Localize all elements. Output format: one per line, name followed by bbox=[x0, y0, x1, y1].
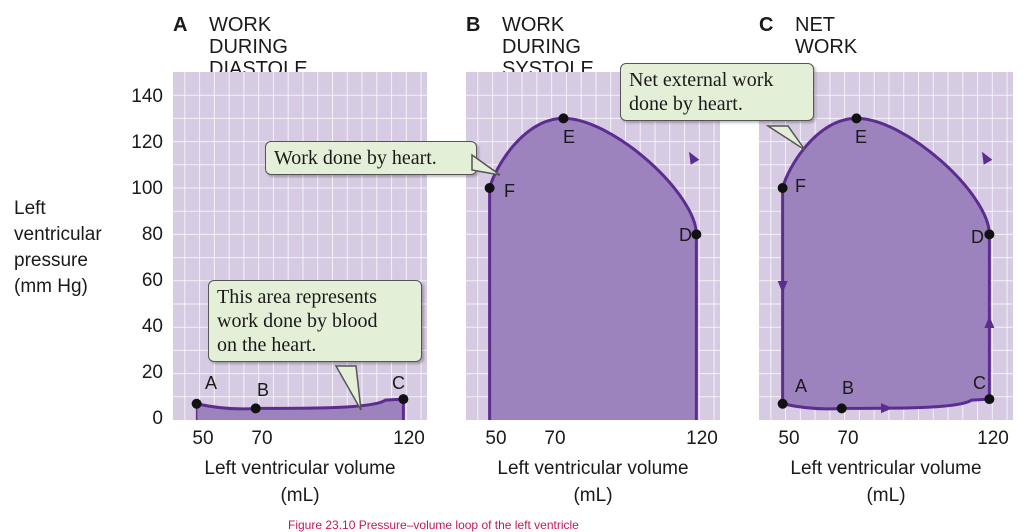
point-a bbox=[191, 398, 202, 409]
x-tick: 50 bbox=[778, 428, 800, 449]
point-label-e: E bbox=[855, 127, 868, 147]
y-tick: 20 bbox=[141, 362, 163, 383]
x-tick: 70 bbox=[544, 428, 566, 449]
point-label-c: C bbox=[973, 373, 986, 393]
y-tick: 0 bbox=[152, 408, 163, 429]
net-arrow-left bbox=[777, 281, 788, 293]
y-tick: 40 bbox=[141, 316, 163, 337]
point-label-c: C bbox=[392, 373, 405, 393]
x-axis-label: Left ventricular volume (mL) bbox=[204, 458, 396, 506]
callout-net: Net external work done by heart. bbox=[620, 63, 814, 121]
y-tick: 60 bbox=[141, 270, 163, 291]
point-label-b: B bbox=[842, 378, 855, 398]
plot-diastole-svg bbox=[173, 72, 427, 420]
point-label-d: D bbox=[971, 227, 984, 247]
x-tick: 50 bbox=[192, 428, 214, 449]
point-e bbox=[558, 113, 569, 124]
point-label-a: A bbox=[795, 376, 808, 396]
panel-title-a-text: WORK DURING DIASTOLE bbox=[209, 14, 308, 80]
point-c bbox=[984, 394, 995, 405]
y-tick: 140 bbox=[131, 86, 163, 107]
panel-letter-a: A bbox=[173, 14, 188, 36]
plot-net-work-svg bbox=[759, 72, 1013, 420]
systole-curve bbox=[488, 116, 698, 420]
point-label-e: E bbox=[563, 127, 576, 147]
y-axis-label: Left ventricular pressure (mm Hg) bbox=[14, 198, 102, 297]
y-tick: 80 bbox=[141, 224, 163, 245]
point-e bbox=[851, 113, 862, 124]
point-label-f: F bbox=[504, 181, 515, 201]
point-d bbox=[984, 229, 995, 240]
x-tick: 120 bbox=[977, 428, 1009, 449]
diastole-curve bbox=[196, 397, 404, 411]
plot-net-work bbox=[759, 72, 1013, 420]
point-label-d: D bbox=[679, 225, 692, 245]
x-tick: 70 bbox=[251, 428, 273, 449]
x-tick: 70 bbox=[837, 428, 859, 449]
x-tick: 120 bbox=[686, 428, 718, 449]
point-b bbox=[836, 403, 847, 414]
x-tick: 120 bbox=[393, 428, 425, 449]
panel-title-b-text: WORK DURING SYSTOLE bbox=[502, 14, 594, 80]
x-axis-label: Left ventricular volume (mL) bbox=[790, 458, 982, 506]
figure-caption: Figure 23.10 Pressure–volume loop of the… bbox=[288, 518, 579, 532]
point-b bbox=[250, 403, 261, 414]
panel-letter-b: B bbox=[466, 14, 481, 36]
point-f bbox=[484, 183, 495, 193]
systole-area bbox=[489, 118, 697, 420]
net-work-area bbox=[782, 118, 990, 409]
x-axis-label: Left ventricular volume (mL) bbox=[497, 458, 689, 506]
point-c bbox=[398, 394, 409, 405]
net-arrow-bottom bbox=[881, 403, 893, 414]
plot-systole bbox=[466, 72, 720, 420]
net-arrow-right bbox=[984, 316, 995, 328]
point-label-a: A bbox=[205, 373, 218, 393]
point-d bbox=[691, 229, 702, 240]
point-label-f: F bbox=[795, 176, 806, 196]
y-tick: 100 bbox=[131, 178, 163, 199]
point-f bbox=[777, 183, 788, 193]
point-a bbox=[777, 398, 788, 409]
panel-title-c-text: NET WORK bbox=[795, 14, 858, 58]
net-arrow-top bbox=[982, 151, 993, 165]
systole-arrow bbox=[689, 151, 700, 165]
y-tick: 120 bbox=[131, 132, 163, 153]
plot-systole-svg bbox=[466, 72, 720, 420]
callout-systole: Work done by heart. bbox=[265, 141, 477, 175]
plot-diastole bbox=[173, 72, 427, 420]
callout-diastole: This area represents work done by blood … bbox=[208, 280, 422, 362]
x-tick: 50 bbox=[485, 428, 507, 449]
point-label-b: B bbox=[257, 380, 270, 400]
panel-letter-c: C bbox=[759, 14, 774, 36]
